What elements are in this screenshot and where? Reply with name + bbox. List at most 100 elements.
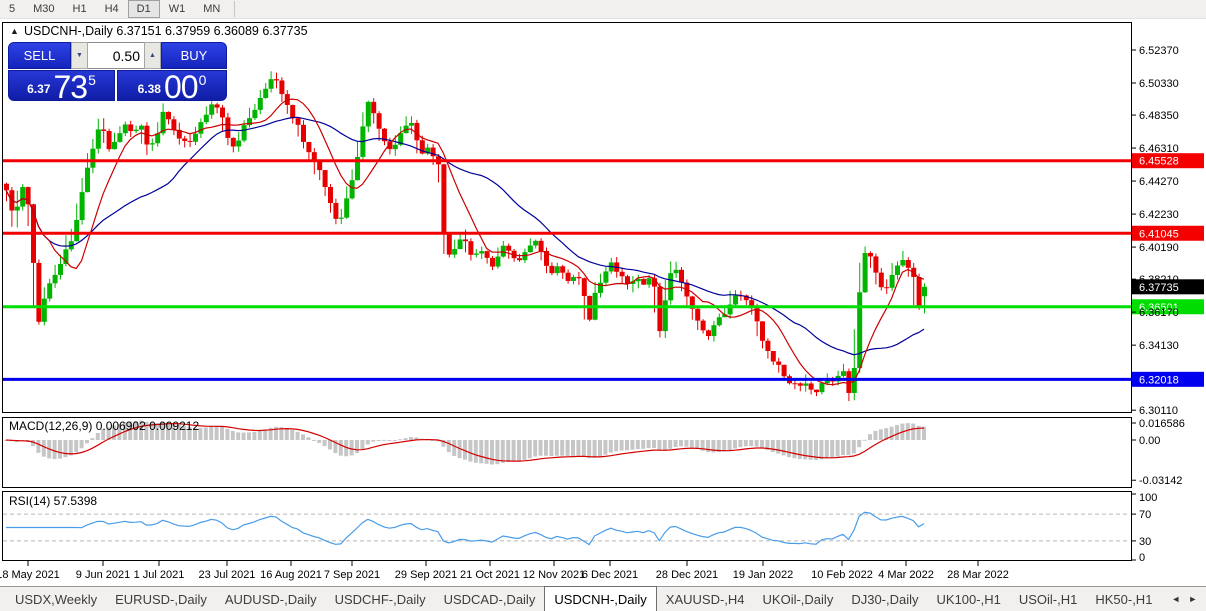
rsi-pane[interactable] <box>2 491 1132 561</box>
date-axis-label: 10 Feb 2022 <box>811 569 873 581</box>
date-axis-label: 21 Oct 2021 <box>460 569 520 581</box>
macd-label: MACD(12,26,9) 0.006902 0.009212 <box>9 419 199 433</box>
date-axis-label: 12 Nov 2021 <box>523 569 585 581</box>
tab-hk50-h1[interactable]: HK50-,H1 <box>1095 591 1153 607</box>
date-axis-label: 1 Jul 2021 <box>134 569 185 581</box>
buy-price-big: 00 <box>163 69 199 105</box>
buy-price[interactable]: 6.38 00 0 <box>117 69 227 105</box>
timeframe-button-MN[interactable]: MN <box>194 0 229 18</box>
price-axis-label: 6.40190 <box>1139 242 1179 254</box>
svg-text:6.36501: 6.36501 <box>1139 302 1179 314</box>
price-badge <box>1132 225 1204 241</box>
tab-eurusd-daily[interactable]: EURUSD-,Daily <box>115 591 207 607</box>
toolbar-separator <box>234 1 236 17</box>
chart-tabs-bar: USDX,Weekly EURUSD-,Daily AUDUSD-,Daily USD… <box>0 586 1206 611</box>
chart-title: USDCNH-,Daily 6.37151 6.37959 6.36089 6.… <box>24 24 308 38</box>
price-badge <box>1132 371 1204 387</box>
volume-input[interactable] <box>88 42 144 69</box>
tab-usdchf-daily[interactable]: USDCHF-,Daily <box>334 591 426 607</box>
buy-price-prefix: 6.38 <box>137 82 161 96</box>
volume-spinner: ▼ ▲ <box>71 42 161 69</box>
sell-button[interactable]: SELL <box>8 42 71 69</box>
timeframe-button-W1[interactable]: W1 <box>160 0 195 18</box>
macd-axis-label: -0.03142 <box>1139 475 1182 487</box>
rsi-axis-label: 0 <box>1139 552 1145 564</box>
price-axis-label: 6.52370 <box>1139 45 1179 57</box>
price-axis-label: 6.44270 <box>1139 176 1179 188</box>
price-axis[interactable]: 6.52370 6.50330 6.48350 6.46310 6.44270 6.422… <box>1131 45 1179 417</box>
date-axis-label: 29 Sep 2021 <box>395 569 457 581</box>
timeframe-button-5[interactable]: 5 <box>0 0 24 18</box>
price-axis-label: 6.38210 <box>1139 274 1179 286</box>
svg-text:6.37735: 6.37735 <box>1139 282 1179 294</box>
date-axis-label: 9 Jun 2021 <box>76 569 130 581</box>
svg-text:6.45528: 6.45528 <box>1139 156 1179 168</box>
macd-signal-line <box>5 422 925 462</box>
svg-text:6.32018: 6.32018 <box>1139 374 1179 386</box>
tab-audusd-daily[interactable]: AUDUSD-,Daily <box>224 591 317 607</box>
rsi-line <box>6 511 925 546</box>
date-axis-label: 7 Sep 2021 <box>324 569 380 581</box>
date-axis-label: 23 Jul 2021 <box>199 569 256 581</box>
timeframe-button-H4[interactable]: H4 <box>96 0 128 18</box>
timeframe-button-D1[interactable]: D1 <box>127 0 160 18</box>
price-axis-label: 6.36170 <box>1139 307 1179 319</box>
tab-scroll-arrows: ◄ ► <box>1161 587 1206 611</box>
timeframe-button-H1[interactable]: H1 <box>64 0 96 18</box>
price-badge <box>1132 279 1204 295</box>
rsi-axis-label: 70 <box>1139 509 1151 521</box>
macd-axis-label: 0.00 <box>1139 435 1160 447</box>
rsi-indicator <box>3 511 1130 546</box>
date-axis-label: 6 Dec 2021 <box>582 569 638 581</box>
macd-axis-label: 0.016586 <box>1139 418 1185 430</box>
rsi-axis-label: 30 <box>1139 536 1151 548</box>
date-axis-label: 18 May 2021 <box>0 569 60 581</box>
tab-scroll-left-button[interactable]: ◄ <box>1171 593 1181 604</box>
buy-button[interactable]: BUY <box>161 42 227 69</box>
sell-price-pip: 5 <box>88 72 96 88</box>
fast-ma-line <box>5 98 925 386</box>
tab-scroll-right-button[interactable]: ► <box>1188 593 1198 604</box>
sell-price-big: 73 <box>53 69 88 105</box>
tab-xauusd-h4[interactable]: XAUUSD-,H4 <box>665 591 745 607</box>
tab-usdcad-daily[interactable]: USDCAD-,Daily <box>443 591 536 607</box>
macd-axis: 0.016586 0.00 -0.03142 <box>1131 418 1185 487</box>
timeframe-button-M30[interactable]: M30 <box>24 0 63 18</box>
tab-usdx-weekly[interactable]: USDX,Weekly <box>15 591 98 607</box>
tab-usdcnh-daily[interactable]: USDCNH-,Daily <box>544 586 657 611</box>
date-axis-label: 19 Jan 2022 <box>733 569 794 581</box>
up-arrow-icon: ▲ <box>149 52 156 59</box>
price-axis-label: 6.46310 <box>1139 143 1179 155</box>
price-axis-label: 6.30110 <box>1139 405 1178 417</box>
tab-usoil-h1[interactable]: USOil-,H1 <box>1018 591 1078 607</box>
volume-increase-button[interactable]: ▲ <box>144 42 161 69</box>
horizontal-levels[interactable]: 6.45528 6.41045 6.36501 6.32018 6.37735 <box>3 153 1204 387</box>
date-axis-label: 28 Mar 2022 <box>947 569 1009 581</box>
price-axis-label: 6.42230 <box>1139 209 1179 221</box>
sell-price[interactable]: 6.37 73 5 <box>8 69 115 105</box>
sell-price-prefix: 6.37 <box>27 82 51 96</box>
tab-dj30-daily[interactable]: DJ30-,Daily <box>851 591 919 607</box>
rsi-axis-label: 100 <box>1139 492 1157 504</box>
date-axis[interactable]: 18 May 2021 9 Jun 2021 1 Jul 2021 23 Jul 20… <box>0 561 1009 581</box>
tab-uk100-h1[interactable]: UK100-,H1 <box>936 591 1001 607</box>
volume-decrease-button[interactable]: ▼ <box>71 42 88 69</box>
trade-buttons-row: SELL ▼ ▲ BUY <box>8 42 227 69</box>
date-axis-label: 28 Dec 2021 <box>656 569 718 581</box>
price-axis-label: 6.50330 <box>1139 78 1179 90</box>
price-badge <box>1132 153 1204 169</box>
macd-indicator <box>4 420 926 465</box>
price-axis-label: 6.34130 <box>1139 340 1179 352</box>
price-axis-label: 6.48350 <box>1139 110 1179 122</box>
date-axis-label: 16 Aug 2021 <box>260 569 322 581</box>
collapse-panel-icon[interactable]: ▲ <box>10 26 19 36</box>
svg-text:6.41045: 6.41045 <box>1139 228 1179 240</box>
price-badge <box>1132 299 1204 315</box>
tab-ukoil-daily[interactable]: UKOil-,Daily <box>762 591 834 607</box>
rsi-label: RSI(14) 57.5398 <box>9 494 97 508</box>
trade-prices-row: 6.37 73 5 6.38 00 0 <box>8 69 227 105</box>
rsi-axis: 100 70 30 0 <box>1131 492 1157 564</box>
buy-price-pip: 0 <box>198 72 207 88</box>
